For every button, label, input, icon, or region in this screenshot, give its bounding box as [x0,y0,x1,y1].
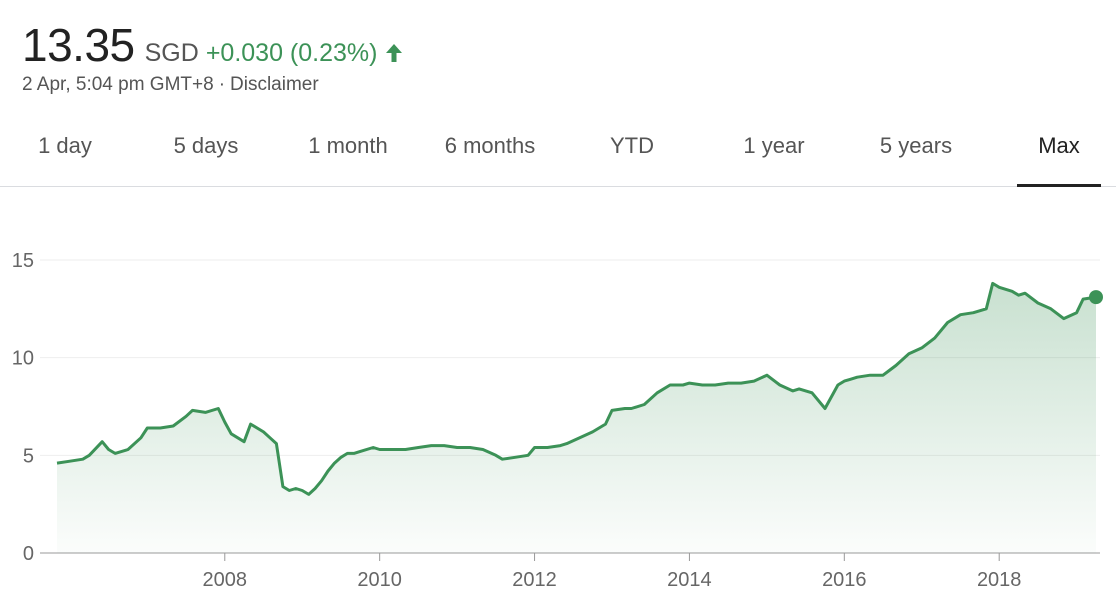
area-fill [57,283,1096,553]
y-tick-label: 15 [12,250,34,272]
x-tick-label: 2014 [667,569,712,591]
tab-5-days[interactable]: 5 days [173,133,239,158]
range-tabs: 1 day 5 days 1 month 6 months YTD 1 year… [0,118,1116,187]
tab-1-year[interactable]: 1 year [743,133,805,158]
tab-max[interactable]: Max [1017,118,1101,187]
x-tick-label: 2016 [822,569,867,591]
price-row: 13.35 SGD +0.030 (0.23%) [22,18,403,72]
quote-meta: 2 Apr, 5:04 pm GMT+8 · Disclaimer [22,74,403,96]
y-tick-label: 5 [23,445,34,467]
price-line [56,281,1097,496]
y-tick-label: 10 [12,348,34,370]
tab-ytd[interactable]: YTD [610,133,654,158]
x-tick-label: 2010 [357,569,402,591]
y-tick-label: 0 [23,543,34,565]
last-price-marker[interactable] [1089,290,1103,305]
x-axis-ticks: 2008 2010 2012 2014 2016 2018 [203,553,1022,591]
price-series [56,281,1103,553]
currency: SGD [144,39,199,67]
tab-1-month[interactable]: 1 month [308,133,388,158]
current-price: 13.35 [22,19,135,71]
x-tick-label: 2008 [203,569,248,591]
disclaimer-link[interactable]: Disclaimer [230,74,319,95]
x-tick-label: 2012 [512,569,557,591]
quote-header: 13.35 SGD +0.030 (0.23%) 2 Apr, 5:04 pm … [22,18,403,96]
timestamp: 2 Apr, 5:04 pm GMT+8 [22,74,214,95]
tab-1-day[interactable]: 1 day [38,133,92,158]
tab-6-months[interactable]: 6 months [444,133,536,158]
x-tick-label: 2018 [977,569,1022,591]
price-change: +0.030 (0.23%) [205,39,378,67]
tab-5-years[interactable]: 5 years [879,133,953,158]
arrow-up-icon [385,43,403,63]
price-chart[interactable]: 0 5 10 15 2008 2010 2012 2014 2016 2018 [0,188,1116,608]
meta-separator: · [218,74,226,95]
y-axis-ticks: 0 5 10 15 [12,250,34,565]
